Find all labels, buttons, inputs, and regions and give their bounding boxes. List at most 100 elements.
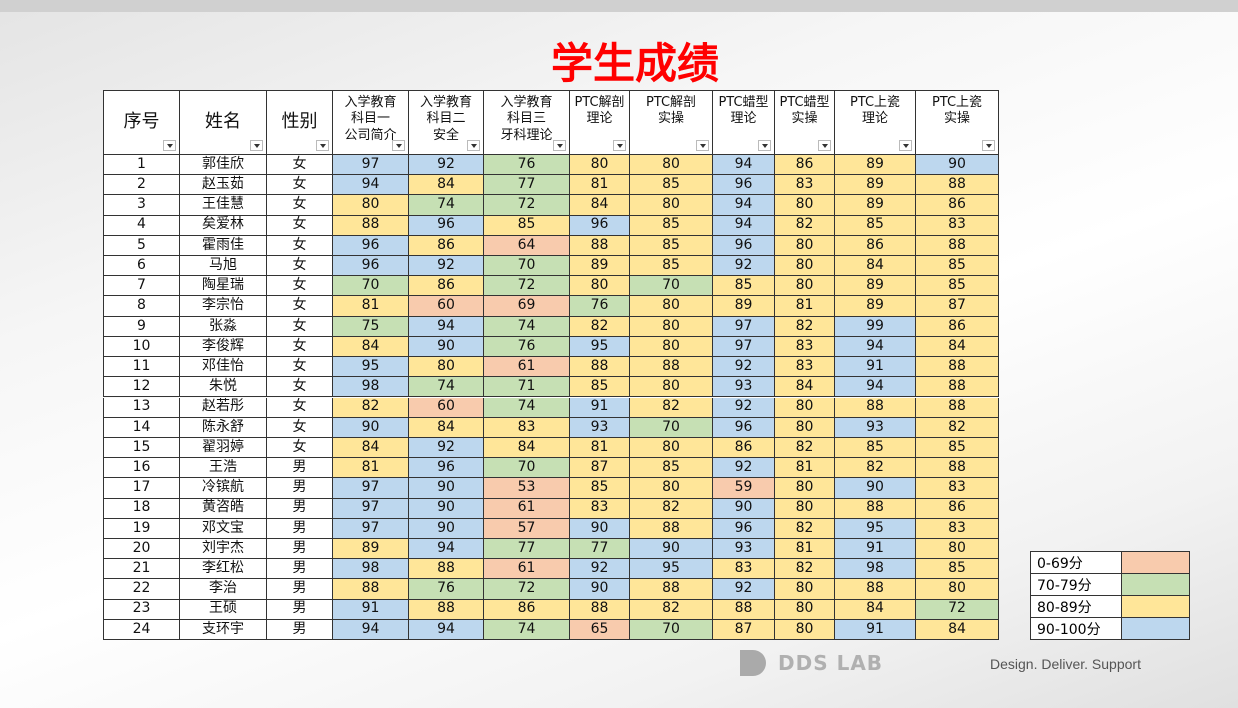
filter-button[interactable] — [613, 140, 626, 151]
legend-swatch — [1121, 551, 1190, 574]
table-cell: 90 — [916, 155, 999, 176]
table-cell: 83 — [713, 559, 775, 580]
table-cell: 80 — [916, 538, 999, 560]
table-cell: 86 — [835, 235, 916, 257]
table-cell: 女 — [267, 235, 333, 257]
table-cell: 21 — [103, 559, 180, 580]
table-cell: 女 — [267, 215, 333, 236]
table-cell: 80 — [775, 256, 835, 277]
filter-button[interactable] — [899, 140, 912, 151]
filter-button[interactable] — [392, 140, 405, 151]
table-cell: 80 — [630, 195, 713, 216]
table-cell: 70 — [630, 619, 713, 640]
table-cell: 80 — [333, 195, 409, 216]
table-cell: 80 — [570, 276, 630, 297]
table-cell: 88 — [570, 235, 630, 257]
table-cell: 92 — [713, 458, 775, 479]
table-cell: 89 — [835, 155, 916, 176]
table-cell: 83 — [775, 336, 835, 358]
table-cell: 61 — [484, 559, 570, 580]
table-cell: 88 — [835, 498, 916, 519]
table-cell: 97 — [713, 316, 775, 337]
table-cell: 90 — [409, 518, 484, 539]
legend-label: 0-69分 — [1030, 551, 1122, 574]
table-cell: 90 — [570, 579, 630, 600]
table-cell: 93 — [570, 417, 630, 438]
table-cell: 81 — [570, 437, 630, 459]
table-cell: 85 — [835, 215, 916, 236]
table-cell: 82 — [775, 316, 835, 337]
filter-button[interactable] — [467, 140, 480, 151]
table-cell: 陶星瑞 — [180, 276, 267, 297]
table-cell: 88 — [835, 579, 916, 600]
table-cell: 85 — [570, 478, 630, 499]
table-cell: 冷镔航 — [180, 478, 267, 499]
table-cell: 82 — [775, 215, 835, 236]
table-cell: 92 — [570, 559, 630, 580]
table-cell: 90 — [409, 336, 484, 358]
table-cell: 88 — [916, 235, 999, 257]
table-cell: 94 — [409, 619, 484, 640]
table-cell: 朱悦 — [180, 377, 267, 398]
table-cell: 84 — [775, 377, 835, 398]
table-cell: 80 — [916, 579, 999, 600]
table-cell: 83 — [775, 357, 835, 378]
table-cell: 61 — [484, 357, 570, 378]
table-cell: 87 — [916, 296, 999, 317]
table-cell: 70 — [630, 417, 713, 438]
table-cell: 83 — [916, 518, 999, 539]
table-cell: 王佳慧 — [180, 195, 267, 216]
filter-button[interactable] — [316, 140, 329, 151]
table-cell: 77 — [570, 538, 630, 560]
table-cell: 80 — [570, 155, 630, 176]
table-cell: 1 — [103, 155, 180, 176]
header-cell: 姓名 — [180, 90, 267, 155]
header-cell: PTC上瓷 理论 — [835, 90, 916, 155]
table-cell: 85 — [916, 256, 999, 277]
table-cell: 94 — [333, 175, 409, 196]
table-cell: 83 — [484, 417, 570, 438]
table-cell: 97 — [333, 155, 409, 176]
filter-button[interactable] — [696, 140, 709, 151]
filter-button[interactable] — [250, 140, 263, 151]
table-cell: 81 — [333, 458, 409, 479]
table-cell: 82 — [775, 437, 835, 459]
table-cell: 61 — [484, 498, 570, 519]
header-cell: PTC上瓷 实操 — [916, 90, 999, 155]
table-cell: 83 — [570, 498, 630, 519]
table-cell: 85 — [916, 437, 999, 459]
filter-button[interactable] — [758, 140, 771, 151]
header-cell: 入学教育 科目三 牙科理论 — [484, 90, 570, 155]
filter-button[interactable] — [553, 140, 566, 151]
header-cell: PTC解剖 实操 — [630, 90, 713, 155]
filter-button[interactable] — [982, 140, 995, 151]
table-cell: 94 — [409, 316, 484, 337]
table-cell: 90 — [409, 498, 484, 519]
table-cell: 90 — [409, 478, 484, 499]
table-cell: 89 — [570, 256, 630, 277]
table-cell: 24 — [103, 619, 180, 640]
filter-button[interactable] — [818, 140, 831, 151]
table-cell: 74 — [484, 316, 570, 337]
table-cell: 80 — [630, 316, 713, 337]
filter-button[interactable] — [163, 140, 176, 151]
header-cell: 入学教育 科目一 公司简介 — [333, 90, 409, 155]
table-cell: 男 — [267, 599, 333, 620]
table-cell: 80 — [775, 599, 835, 620]
table-cell: 70 — [484, 458, 570, 479]
table-cell: 90 — [570, 518, 630, 539]
table-cell: 59 — [713, 478, 775, 499]
table-cell: 98 — [333, 559, 409, 580]
table-cell: 80 — [630, 336, 713, 358]
table-cell: 女 — [267, 155, 333, 176]
table-cell: 88 — [916, 175, 999, 196]
table-cell: 黄咨皓 — [180, 498, 267, 519]
table-cell: 22 — [103, 579, 180, 600]
table-cell: 李红松 — [180, 559, 267, 580]
table-cell: 94 — [713, 215, 775, 236]
header-cell: PTC蜡型 实操 — [775, 90, 835, 155]
table-cell: 88 — [570, 357, 630, 378]
table-cell: 8 — [103, 296, 180, 317]
table-cell: 83 — [916, 215, 999, 236]
table-cell: 马旭 — [180, 256, 267, 277]
